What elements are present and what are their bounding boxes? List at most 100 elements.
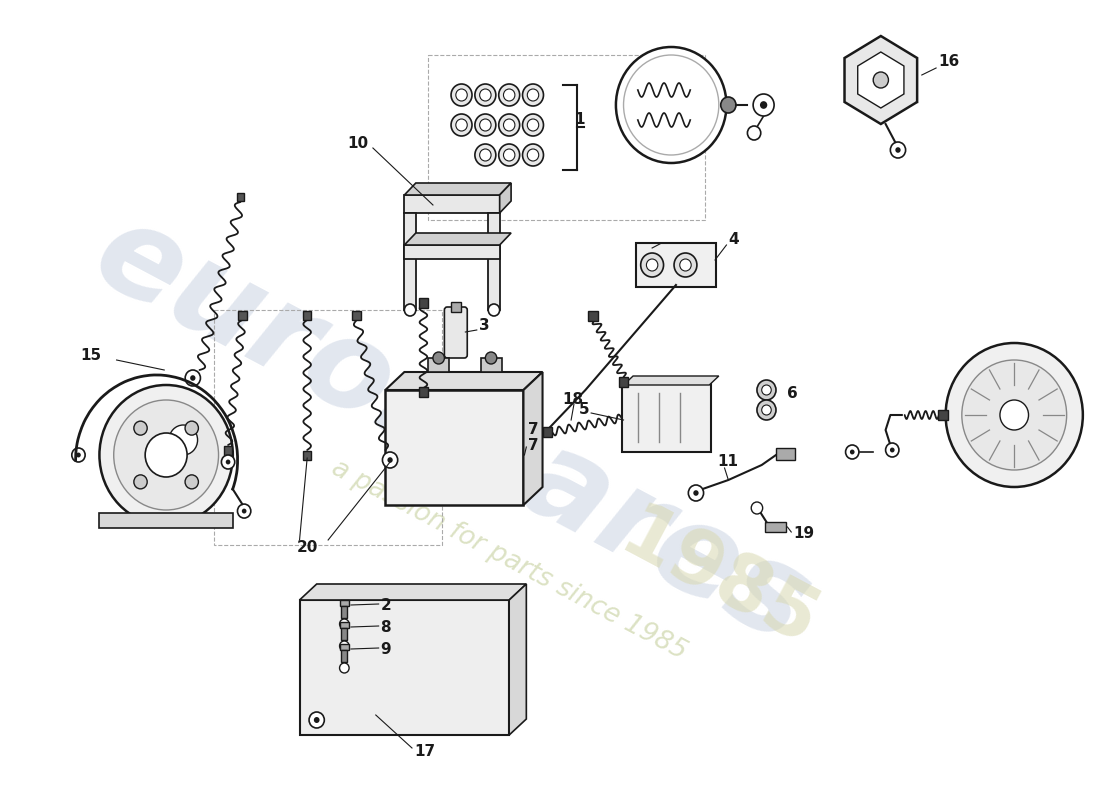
Bar xyxy=(341,628,348,640)
Circle shape xyxy=(475,84,496,106)
Circle shape xyxy=(886,443,899,457)
Circle shape xyxy=(757,380,776,400)
Bar xyxy=(938,410,947,420)
Circle shape xyxy=(76,453,80,458)
Circle shape xyxy=(485,352,497,364)
Bar xyxy=(451,302,461,312)
Text: 11: 11 xyxy=(717,454,738,470)
Text: 7: 7 xyxy=(528,438,539,453)
Circle shape xyxy=(141,395,227,485)
Circle shape xyxy=(488,304,499,316)
Polygon shape xyxy=(624,376,718,385)
Circle shape xyxy=(895,147,901,153)
Text: 18: 18 xyxy=(562,393,584,407)
Bar xyxy=(213,310,442,545)
Text: 16: 16 xyxy=(938,54,959,70)
Circle shape xyxy=(689,485,704,501)
Circle shape xyxy=(680,259,691,271)
Text: 5: 5 xyxy=(579,402,590,418)
Circle shape xyxy=(1000,400,1028,430)
Bar xyxy=(776,448,795,460)
Circle shape xyxy=(185,421,198,435)
Circle shape xyxy=(480,89,491,101)
Bar xyxy=(619,377,628,387)
Bar xyxy=(542,427,552,437)
Circle shape xyxy=(475,144,496,166)
Bar xyxy=(340,622,349,628)
Circle shape xyxy=(387,457,393,462)
Text: 20: 20 xyxy=(297,541,318,555)
Bar xyxy=(352,310,361,319)
Text: 15: 15 xyxy=(80,347,101,362)
Bar xyxy=(99,513,233,528)
Text: 10: 10 xyxy=(348,135,369,150)
Circle shape xyxy=(113,400,219,510)
Bar xyxy=(299,600,509,735)
Polygon shape xyxy=(858,52,904,108)
FancyBboxPatch shape xyxy=(444,307,468,358)
Circle shape xyxy=(754,94,774,116)
Text: 4: 4 xyxy=(728,233,739,247)
FancyBboxPatch shape xyxy=(621,383,712,452)
Circle shape xyxy=(134,475,147,489)
Circle shape xyxy=(890,447,894,453)
Polygon shape xyxy=(524,372,542,505)
Circle shape xyxy=(522,114,543,136)
Circle shape xyxy=(238,504,251,518)
Bar xyxy=(588,311,597,321)
Circle shape xyxy=(647,259,658,271)
Polygon shape xyxy=(845,36,917,124)
Bar xyxy=(385,390,524,505)
Bar xyxy=(341,650,348,662)
Bar xyxy=(405,213,416,310)
Bar xyxy=(236,193,244,201)
Text: 17: 17 xyxy=(414,745,435,759)
Bar xyxy=(302,310,311,319)
Circle shape xyxy=(504,149,515,161)
Circle shape xyxy=(185,475,198,489)
Circle shape xyxy=(757,400,776,420)
Bar xyxy=(428,55,704,220)
Circle shape xyxy=(522,84,543,106)
Circle shape xyxy=(169,425,198,455)
Circle shape xyxy=(314,717,320,723)
FancyBboxPatch shape xyxy=(636,243,716,287)
Polygon shape xyxy=(509,584,526,735)
Circle shape xyxy=(340,641,349,651)
Bar xyxy=(302,450,311,459)
Text: 1: 1 xyxy=(574,113,584,127)
Circle shape xyxy=(640,253,663,277)
Circle shape xyxy=(242,509,246,514)
Circle shape xyxy=(761,385,771,395)
Circle shape xyxy=(221,455,234,469)
Bar xyxy=(223,446,232,454)
Circle shape xyxy=(674,253,697,277)
Circle shape xyxy=(616,47,726,163)
Polygon shape xyxy=(405,183,512,195)
Text: 6: 6 xyxy=(788,386,799,401)
Polygon shape xyxy=(499,183,512,213)
Circle shape xyxy=(498,114,519,136)
Circle shape xyxy=(309,712,324,728)
Circle shape xyxy=(961,360,1067,470)
Bar xyxy=(340,600,349,606)
Circle shape xyxy=(498,144,519,166)
Bar xyxy=(488,213,499,310)
Circle shape xyxy=(850,450,855,454)
Bar xyxy=(419,298,428,308)
Circle shape xyxy=(751,502,762,514)
Circle shape xyxy=(480,119,491,131)
Circle shape xyxy=(693,490,698,496)
Text: eurospares: eurospares xyxy=(75,191,829,669)
Circle shape xyxy=(383,452,398,468)
Circle shape xyxy=(760,101,768,109)
Polygon shape xyxy=(405,233,512,245)
Text: 2: 2 xyxy=(381,598,392,613)
Circle shape xyxy=(527,119,539,131)
Circle shape xyxy=(340,663,349,673)
Circle shape xyxy=(498,84,519,106)
Circle shape xyxy=(873,72,889,88)
Circle shape xyxy=(720,97,736,113)
Circle shape xyxy=(475,114,496,136)
Bar xyxy=(341,606,348,618)
